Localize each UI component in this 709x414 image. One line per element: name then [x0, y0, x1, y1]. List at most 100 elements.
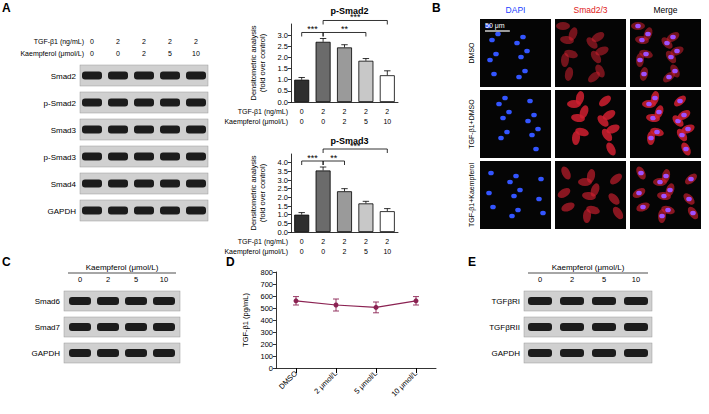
svg-text:0: 0	[90, 38, 94, 45]
svg-text:2: 2	[142, 38, 146, 45]
svg-text:0: 0	[90, 50, 94, 57]
svg-text:2: 2	[364, 238, 368, 245]
svg-text:5: 5	[364, 118, 368, 125]
svg-text:Smad2/3: Smad2/3	[573, 5, 607, 15]
svg-text:TGF-β1+DMSO: TGF-β1+DMSO	[468, 99, 476, 149]
svg-text:2.5: 2.5	[278, 184, 288, 193]
svg-text:0: 0	[538, 275, 542, 284]
svg-text:***: ***	[307, 24, 318, 34]
svg-text:1.5: 1.5	[278, 64, 288, 73]
svg-text:0: 0	[269, 364, 273, 373]
svg-text:D: D	[226, 255, 235, 269]
svg-text:10: 10	[160, 275, 168, 284]
svg-text:Kaempferol (μmol/L): Kaempferol (μmol/L)	[86, 263, 159, 272]
svg-text:p-Smad3: p-Smad3	[44, 153, 77, 162]
svg-text:0.5: 0.5	[278, 86, 288, 95]
svg-text:10: 10	[632, 275, 640, 284]
svg-text:B: B	[432, 1, 441, 15]
svg-text:0: 0	[300, 248, 304, 255]
svg-text:TGF-β1+Kaempferol: TGF-β1+Kaempferol	[468, 162, 476, 227]
svg-text:TGF-β1 (pg/mL): TGF-β1 (pg/mL)	[241, 293, 250, 347]
svg-text:5: 5	[168, 50, 172, 57]
svg-text:C: C	[2, 255, 11, 269]
svg-text:5: 5	[134, 275, 138, 284]
svg-text:0.0: 0.0	[278, 98, 288, 107]
svg-text:5 μmol/L: 5 μmol/L	[352, 369, 379, 396]
svg-text:2: 2	[385, 108, 389, 115]
svg-text:0.0: 0.0	[278, 228, 288, 237]
svg-text:2: 2	[142, 50, 146, 57]
svg-text:Merge: Merge	[653, 5, 677, 15]
svg-text:10: 10	[192, 50, 200, 57]
svg-text:0: 0	[78, 275, 82, 284]
svg-text:5: 5	[364, 248, 368, 255]
svg-text:2: 2	[194, 38, 198, 45]
svg-text:10: 10	[383, 118, 391, 125]
svg-text:GAPDH: GAPDH	[32, 349, 61, 358]
svg-text:2.5: 2.5	[278, 42, 288, 51]
svg-text:TGF-β1 (ng/mL): TGF-β1 (ng/mL)	[238, 238, 288, 246]
svg-text:400: 400	[260, 316, 273, 325]
svg-text:**: **	[330, 153, 338, 163]
svg-text:3.0: 3.0	[278, 31, 288, 40]
svg-text:2: 2	[364, 108, 368, 115]
svg-text:TGF-β1 (ng/mL): TGF-β1 (ng/mL)	[34, 38, 84, 46]
svg-text:GAPDH: GAPDH	[48, 207, 77, 216]
svg-text:0: 0	[321, 118, 325, 125]
svg-text:300: 300	[260, 328, 273, 337]
svg-text:200: 200	[260, 340, 273, 349]
svg-text:A: A	[2, 1, 11, 15]
svg-text:50 μm: 50 μm	[485, 22, 505, 30]
svg-text:2: 2	[321, 108, 325, 115]
svg-text:2: 2	[116, 38, 120, 45]
svg-text:**: **	[341, 24, 349, 34]
svg-text:p-Smad2: p-Smad2	[44, 99, 77, 108]
svg-text:1.0: 1.0	[278, 75, 288, 84]
svg-text:2: 2	[168, 38, 172, 45]
svg-text:***: ***	[307, 153, 318, 163]
svg-text:800: 800	[260, 268, 273, 277]
svg-text:1.5: 1.5	[278, 202, 288, 211]
svg-text:500: 500	[260, 304, 273, 313]
svg-text:3.0: 3.0	[278, 176, 288, 185]
svg-text:(fold over control): (fold over control)	[258, 33, 267, 92]
svg-text:Kaempferol (μmol/L): Kaempferol (μmol/L)	[224, 118, 288, 126]
svg-text:1.0: 1.0	[278, 210, 288, 219]
svg-text:2: 2	[385, 238, 389, 245]
svg-text:2.0: 2.0	[278, 53, 288, 62]
svg-text:2: 2	[343, 248, 347, 255]
svg-text:2 μmol/L: 2 μmol/L	[312, 369, 339, 396]
svg-text:10 μmol/L: 10 μmol/L	[389, 369, 419, 399]
svg-text:2: 2	[343, 108, 347, 115]
svg-text:DAPI: DAPI	[506, 5, 526, 15]
svg-text:5: 5	[602, 275, 606, 284]
svg-text:Smad3: Smad3	[51, 126, 77, 135]
svg-text:(fold over control): (fold over control)	[258, 163, 267, 222]
svg-text:Smad4: Smad4	[51, 180, 77, 189]
svg-text:TGFβRI: TGFβRI	[491, 297, 520, 306]
svg-text:2: 2	[106, 275, 110, 284]
svg-text:DMSO: DMSO	[277, 369, 299, 391]
svg-text:700: 700	[260, 280, 273, 289]
svg-text:E: E	[468, 255, 476, 269]
svg-text:100: 100	[260, 352, 273, 361]
svg-text:Densitometric analysis: Densitometric analysis	[249, 155, 258, 230]
svg-text:TGF-β1 (ng/mL): TGF-β1 (ng/mL)	[238, 108, 288, 116]
svg-text:p-Smad2: p-Smad2	[330, 6, 368, 16]
svg-text:0: 0	[321, 248, 325, 255]
svg-text:0: 0	[300, 118, 304, 125]
svg-text:0: 0	[116, 50, 120, 57]
svg-text:Smad2: Smad2	[51, 72, 77, 81]
svg-text:Kaempferol (μmol/L): Kaempferol (μmol/L)	[20, 50, 84, 58]
svg-text:2: 2	[570, 275, 574, 284]
svg-text:TGFβRII: TGFβRII	[489, 323, 520, 332]
svg-text:Densitometric analysis: Densitometric analysis	[249, 25, 258, 100]
svg-text:Kaempferol (μmol/L): Kaempferol (μmol/L)	[552, 263, 625, 272]
svg-text:10: 10	[383, 248, 391, 255]
svg-text:p-Smad3: p-Smad3	[330, 136, 368, 146]
svg-text:2: 2	[343, 238, 347, 245]
svg-text:600: 600	[260, 292, 273, 301]
svg-text:0: 0	[300, 108, 304, 115]
svg-text:3.5: 3.5	[278, 167, 288, 176]
svg-text:DMSO: DMSO	[468, 42, 475, 64]
